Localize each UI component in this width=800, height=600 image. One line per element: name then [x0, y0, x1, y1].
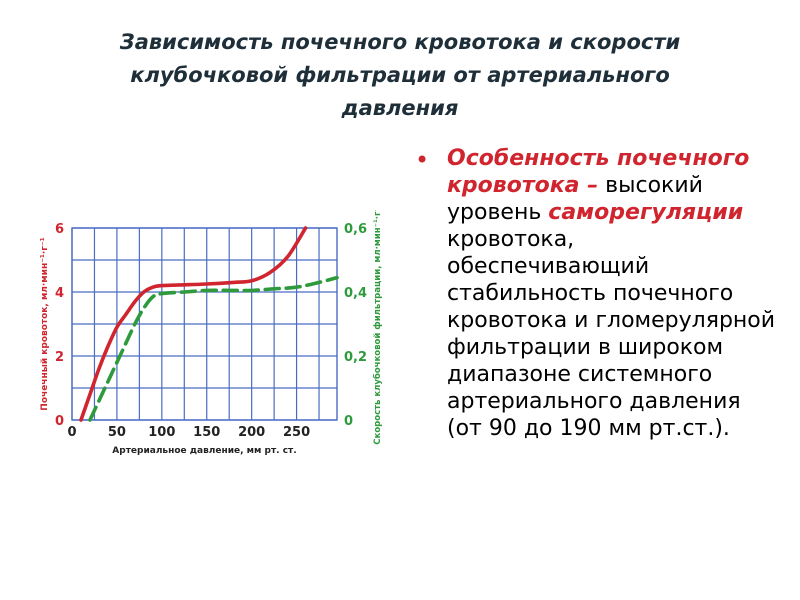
- title-line: клубочковой фильтрации от артериального: [130, 63, 670, 87]
- x-tick-label: 50: [108, 425, 126, 440]
- chart-svg: 0 50 100 150 200 250 0 2 4 6 0 0,2 0,4 0,6 Артериально…: [40, 203, 383, 456]
- y-left-tick-label: 4: [55, 286, 64, 301]
- slide-title: Зависимость почечного кровотока и скорос…: [40, 26, 760, 125]
- y-left-tick-label: 6: [55, 222, 64, 237]
- x-tick-label: 150: [193, 425, 220, 440]
- bullet-list: • Особенность почечного кровотока – высо…: [415, 145, 780, 442]
- plot-frame: [71, 227, 338, 421]
- bullet-text: Особенность почечного кровотока – высоки…: [447, 145, 780, 442]
- chart: 0 50 100 150 200 250 0 2 4 6 0 0,2 0,4 0,6 Артериально…: [30, 203, 390, 470]
- bullet-icon: •: [415, 146, 430, 174]
- bullet-highlight: Особенность почечного кровотока –: [447, 146, 750, 198]
- filtration-rate-line: [88, 275, 339, 422]
- y-right-tick-label: 0: [344, 414, 353, 429]
- y-right-tick-label: 0,4: [344, 286, 367, 301]
- title-line: Зависимость почечного кровотока и скорос…: [119, 30, 681, 54]
- x-axis-label: Артериальное давление, мм рт. ст.: [112, 446, 296, 456]
- y-left-tick-label: 2: [55, 350, 64, 365]
- bullet-highlight: саморегуляции: [548, 200, 744, 225]
- renal-blood-flow-line: [79, 226, 308, 422]
- y-right-tick-label: 0,6: [344, 222, 367, 237]
- x-tick-label: 250: [283, 425, 310, 440]
- x-tick-label: 100: [148, 425, 175, 440]
- y-right-axis-label: Скорость клубочковой фильтрации, мл·мин⁻…: [372, 210, 383, 445]
- title-line: давления: [341, 96, 459, 120]
- y-left-tick-label: 0: [55, 414, 64, 429]
- x-tick-label: 200: [238, 425, 265, 440]
- x-tick-label: 0: [67, 425, 76, 440]
- bullet-body: высокий уровень: [447, 173, 703, 225]
- y-left-axis-label: Почечный кровоток, мл·мин⁻¹·г⁻¹: [40, 237, 50, 410]
- bullet-body: кровотока, обеспечивающий стабильность п…: [447, 227, 776, 441]
- y-right-tick-label: 0,2: [344, 350, 367, 365]
